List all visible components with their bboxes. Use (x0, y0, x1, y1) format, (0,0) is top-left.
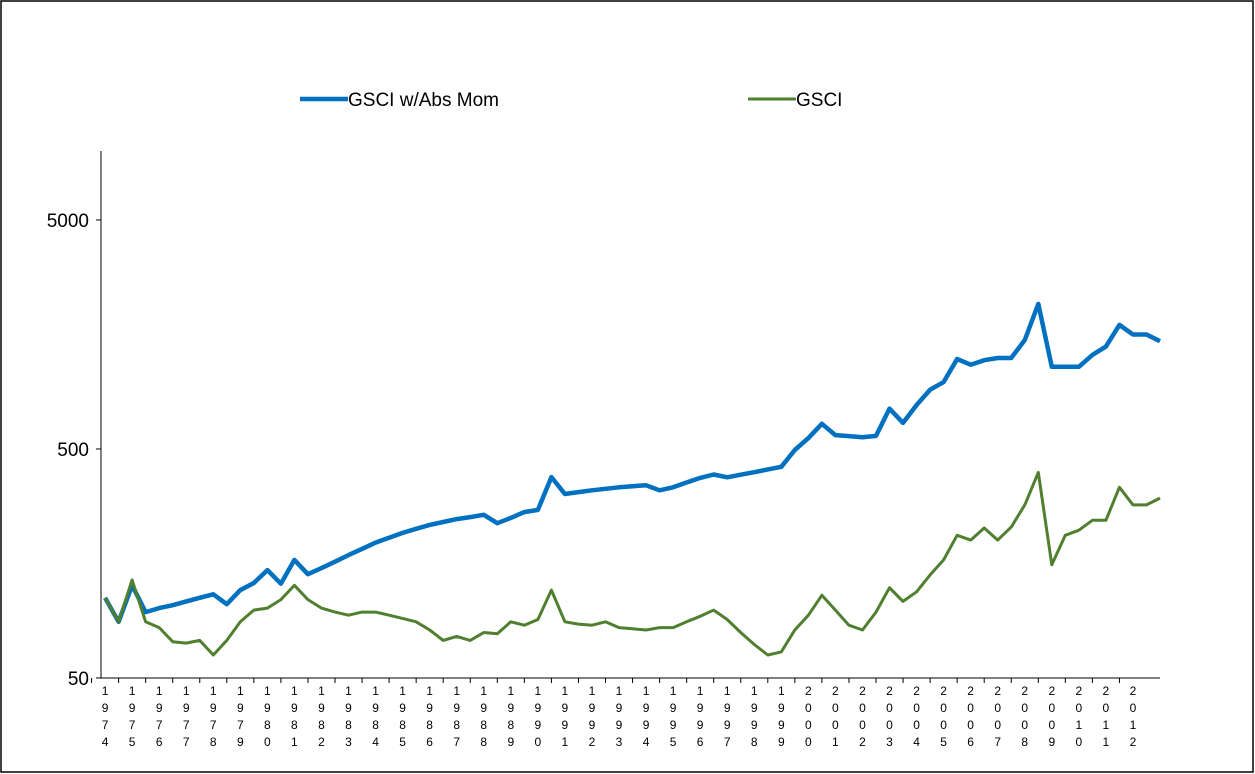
legend-label: GSCI (796, 90, 842, 111)
y-tick-label: 500 (57, 440, 89, 461)
y-tick-label: 5000 (47, 211, 89, 232)
series-line (103, 470, 1161, 657)
legend-label: GSCI w/Abs Mom (348, 90, 499, 111)
y-tick-label: 50 (68, 669, 89, 690)
series-line (103, 301, 1162, 625)
